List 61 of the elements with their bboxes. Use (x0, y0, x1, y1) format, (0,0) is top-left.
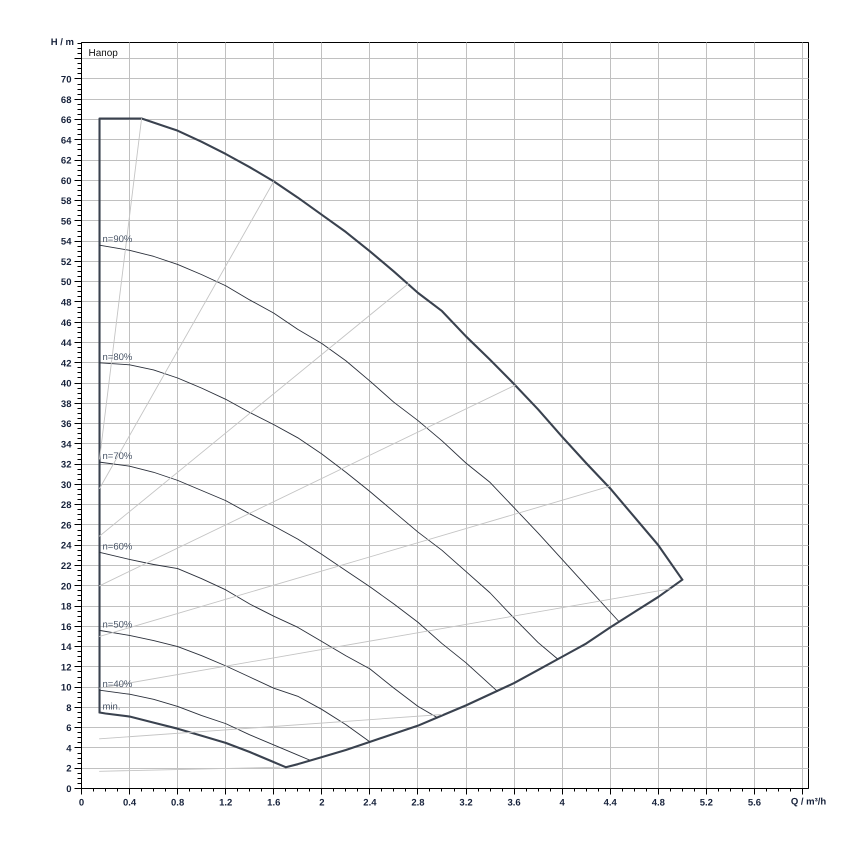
y-tick-label: 46 (60, 318, 72, 329)
y-tick-label: 22 (60, 561, 72, 572)
y-tick-label: 4 (66, 743, 72, 754)
x-tick-label: 1.2 (219, 798, 232, 808)
y-tick-label: 48 (60, 297, 72, 308)
x-tick-label: 4.4 (604, 798, 618, 808)
x-tick-label: 3.6 (507, 798, 521, 808)
y-tick-label: 32 (60, 460, 72, 471)
x-tick-label: 4.8 (652, 798, 665, 808)
y-tick-label: 44 (60, 338, 72, 350)
x-axis-title: Q / m³/h (790, 796, 826, 808)
y-tick-label: 40 (60, 378, 72, 390)
y-tick-label: 20 (60, 581, 72, 592)
y-tick-label: 42 (60, 358, 72, 370)
x-tick-label: 2.8 (411, 798, 425, 808)
y-tick-label: 14 (60, 642, 72, 654)
x-tick-label: 0 (78, 798, 84, 808)
x-tick-label: 3.2 (459, 798, 473, 808)
y-tick-label: 68 (60, 94, 72, 106)
y-tick-label: 8 (66, 702, 72, 714)
y-tick-label: 6 (66, 723, 72, 734)
y-tick-label: 60 (60, 176, 72, 187)
y-tick-label: 54 (60, 236, 72, 248)
series-label: n=80% (102, 352, 133, 363)
y-tick-label: 24 (60, 540, 72, 552)
y-tick-label: 58 (60, 196, 72, 208)
y-tick-label: 30 (60, 480, 72, 491)
y-tick-label: 38 (60, 398, 72, 410)
y-tick-label: 10 (60, 682, 72, 694)
x-tick-label: 2 (319, 798, 324, 808)
annotation: Напор (88, 48, 118, 59)
series-label: n=90% (102, 234, 133, 246)
y-tick-label: 0 (66, 784, 72, 795)
y-tick-label: 64 (60, 135, 72, 146)
y-tick-label: 50 (60, 277, 72, 288)
x-tick-label: 0.4 (122, 798, 137, 808)
y-tick-label: 16 (60, 622, 72, 633)
series-label: min. (102, 701, 120, 712)
y-tick-label: 34 (60, 439, 72, 450)
y-tick-label: 66 (60, 115, 72, 126)
y-tick-label: 12 (60, 662, 72, 674)
y-tick-label: 56 (60, 216, 72, 228)
x-tick-label: 0.8 (171, 798, 184, 808)
y-tick-label: 2 (66, 764, 72, 775)
series-label: n=60% (102, 541, 133, 552)
y-tick-label: 52 (60, 256, 72, 268)
x-tick-label: 4 (560, 798, 566, 808)
y-tick-label: 18 (60, 602, 72, 613)
y-tick-label: 36 (60, 419, 72, 430)
y-tick-label: 28 (60, 500, 72, 512)
x-tick-label: 5.2 (700, 798, 713, 808)
x-tick-label: 5.6 (748, 798, 762, 808)
series-label: n=70% (102, 451, 133, 462)
y-tick-label: 26 (60, 520, 72, 532)
y-tick-label: 70 (60, 74, 72, 86)
x-tick-label: 1.6 (267, 798, 280, 808)
series-label: n=40% (102, 679, 133, 690)
x-tick-label: 2.4 (363, 798, 378, 808)
y-tick-label: 62 (60, 156, 72, 167)
series-label: n=50% (102, 619, 133, 630)
y-axis-title: H / m (50, 37, 74, 48)
